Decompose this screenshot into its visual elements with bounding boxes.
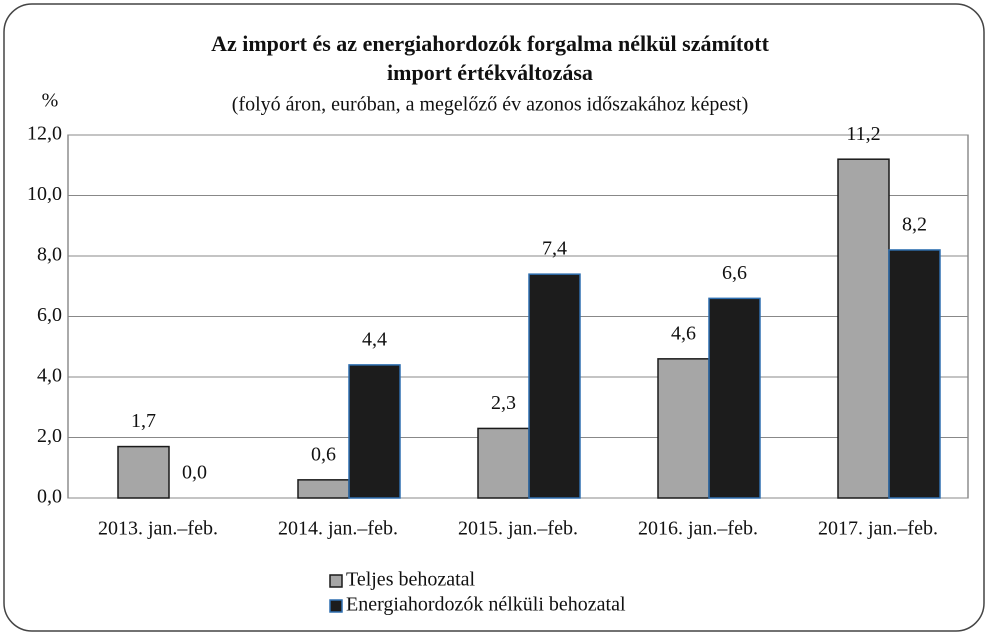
data-label: 0,6: [311, 443, 336, 465]
y-axis-label: %: [42, 90, 59, 112]
data-label: 11,2: [846, 123, 880, 145]
y-tick-label: 12,0: [27, 123, 62, 145]
data-label: 7,4: [542, 238, 567, 260]
x-tick-label: 2017. jan.–feb.: [818, 518, 938, 540]
data-label: 4,6: [671, 322, 696, 344]
y-tick-label: 4,0: [37, 365, 62, 387]
x-tick-label: 2014. jan.–feb.: [278, 518, 398, 540]
y-tick-label: 2,0: [37, 425, 62, 447]
x-tick-label: 2013. jan.–feb.: [98, 518, 218, 540]
chart-title: Az import és az energiahordozók forgalma…: [211, 31, 770, 56]
bar: [117, 445, 170, 499]
data-label: 4,4: [362, 328, 387, 350]
data-label: 0,0: [182, 462, 207, 484]
y-tick-label: 10,0: [27, 183, 62, 205]
x-tick-label: 2016. jan.–feb.: [638, 518, 758, 540]
bar: [657, 358, 710, 499]
bar: [837, 158, 890, 499]
x-tick-label: 2015. jan.–feb.: [458, 518, 578, 540]
y-tick-label: 6,0: [37, 304, 62, 326]
bar: [888, 249, 941, 499]
data-label: 2,3: [491, 392, 516, 414]
data-label: 8,2: [902, 214, 927, 236]
y-tick-label: 0,0: [37, 486, 62, 508]
bar: [477, 427, 530, 499]
chart-subtitle: (folyó áron, euróban, a megelőző év azon…: [232, 94, 748, 116]
bar: [708, 297, 761, 499]
bar: [297, 479, 350, 499]
legend-swatch: [329, 574, 343, 588]
legend-label: Teljes behozatal: [346, 569, 476, 591]
bar: [348, 364, 401, 499]
legend-swatch: [329, 599, 343, 613]
chart-title: import értékváltozása: [387, 60, 593, 85]
data-label: 1,7: [131, 410, 156, 432]
data-label: 6,6: [722, 262, 747, 284]
y-tick-label: 8,0: [37, 244, 62, 266]
bar: [528, 273, 581, 499]
legend-label: Energiahordozók nélküli behozatal: [346, 594, 626, 616]
